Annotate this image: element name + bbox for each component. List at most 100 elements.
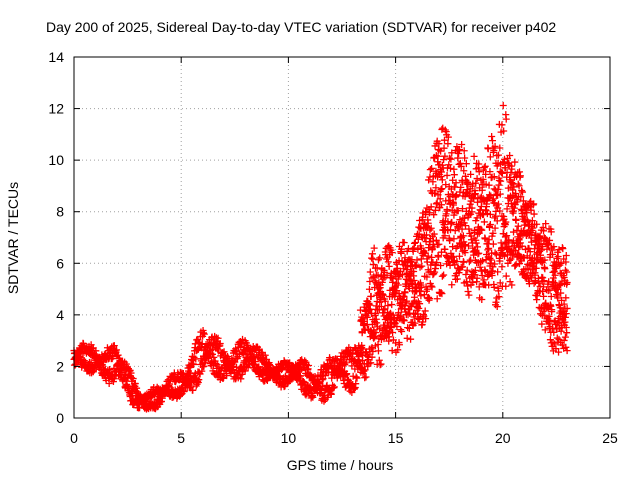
data-point xyxy=(517,193,525,201)
data-point xyxy=(266,361,274,369)
data-point xyxy=(362,373,370,381)
data-point xyxy=(552,263,560,271)
data-point xyxy=(551,271,559,279)
data-point xyxy=(445,161,453,169)
x-tick-label: 25 xyxy=(602,430,618,446)
data-point xyxy=(455,146,463,154)
data-point xyxy=(437,261,445,269)
data-point xyxy=(425,209,433,217)
data-point xyxy=(376,325,384,333)
data-point xyxy=(393,323,401,331)
data-point xyxy=(456,159,464,167)
data-point xyxy=(502,272,510,280)
data-point xyxy=(327,390,335,398)
data-point xyxy=(237,375,245,383)
data-point xyxy=(445,258,453,266)
data-point xyxy=(540,277,548,285)
data-point xyxy=(451,227,459,235)
data-point xyxy=(512,246,520,254)
data-point xyxy=(508,281,516,289)
data-point xyxy=(398,327,406,335)
data-point xyxy=(158,394,166,402)
data-point xyxy=(557,289,565,297)
data-point xyxy=(401,289,409,297)
data-point xyxy=(471,266,479,274)
data-point xyxy=(220,348,228,356)
data-point xyxy=(448,281,456,289)
data-point xyxy=(380,306,388,314)
data-point xyxy=(496,190,504,198)
data-point xyxy=(465,291,473,299)
data-point xyxy=(190,361,198,369)
data-point xyxy=(223,372,231,380)
data-point xyxy=(434,152,442,160)
data-point xyxy=(458,140,466,148)
data-point xyxy=(538,320,546,328)
data-point xyxy=(427,282,435,290)
data-point xyxy=(495,200,503,208)
data-point xyxy=(367,292,375,300)
data-point xyxy=(320,367,328,375)
data-point xyxy=(471,190,479,198)
data-point xyxy=(481,162,489,170)
data-point xyxy=(489,229,497,237)
y-tick-label: 4 xyxy=(56,307,64,323)
data-point xyxy=(486,168,494,176)
data-point xyxy=(411,238,419,246)
data-point xyxy=(379,291,387,299)
data-point xyxy=(443,171,451,179)
chart-title: Day 200 of 2025, Sidereal Day-to-day VTE… xyxy=(46,19,556,35)
data-point xyxy=(540,227,548,235)
data-point xyxy=(503,205,511,213)
data-point xyxy=(478,295,486,303)
data-point xyxy=(557,281,565,289)
data-point xyxy=(462,160,470,168)
data-point xyxy=(309,393,317,401)
data-point xyxy=(518,187,526,195)
data-point xyxy=(457,183,465,191)
data-point xyxy=(214,334,222,342)
data-point xyxy=(512,261,520,269)
data-point xyxy=(441,232,449,240)
plot-frame xyxy=(73,56,611,419)
data-point xyxy=(426,173,434,181)
data-point xyxy=(455,269,463,277)
data-point xyxy=(409,247,417,255)
data-point xyxy=(537,246,545,254)
data-point xyxy=(563,329,571,337)
data-point xyxy=(435,140,443,148)
data-point xyxy=(189,386,197,394)
data-point xyxy=(491,260,499,268)
data-point xyxy=(426,166,434,174)
data-point xyxy=(157,397,165,405)
data-point xyxy=(418,262,426,270)
y-tick-label: 8 xyxy=(56,204,64,220)
data-point xyxy=(479,175,487,183)
data-point xyxy=(461,249,469,257)
data-point xyxy=(340,354,348,362)
data-point xyxy=(492,250,500,258)
data-point xyxy=(453,275,461,283)
data-point xyxy=(360,317,368,325)
data-point xyxy=(444,133,452,141)
data-point xyxy=(305,362,313,369)
data-point xyxy=(552,279,560,287)
data-point xyxy=(561,333,569,341)
x-tick-label: 0 xyxy=(70,430,78,446)
data-point xyxy=(478,186,486,194)
data-point xyxy=(361,326,369,334)
data-point xyxy=(400,239,408,247)
data-point xyxy=(463,266,471,274)
data-point xyxy=(209,350,217,358)
data-point xyxy=(432,236,440,244)
data-point xyxy=(403,334,411,342)
data-point xyxy=(486,153,494,161)
data-point xyxy=(357,350,365,358)
data-point xyxy=(464,242,472,250)
data-point xyxy=(368,344,376,352)
data-point xyxy=(410,239,418,247)
data-point xyxy=(98,361,106,369)
data-point xyxy=(368,254,376,262)
data-point xyxy=(427,224,435,232)
data-point xyxy=(513,196,521,204)
